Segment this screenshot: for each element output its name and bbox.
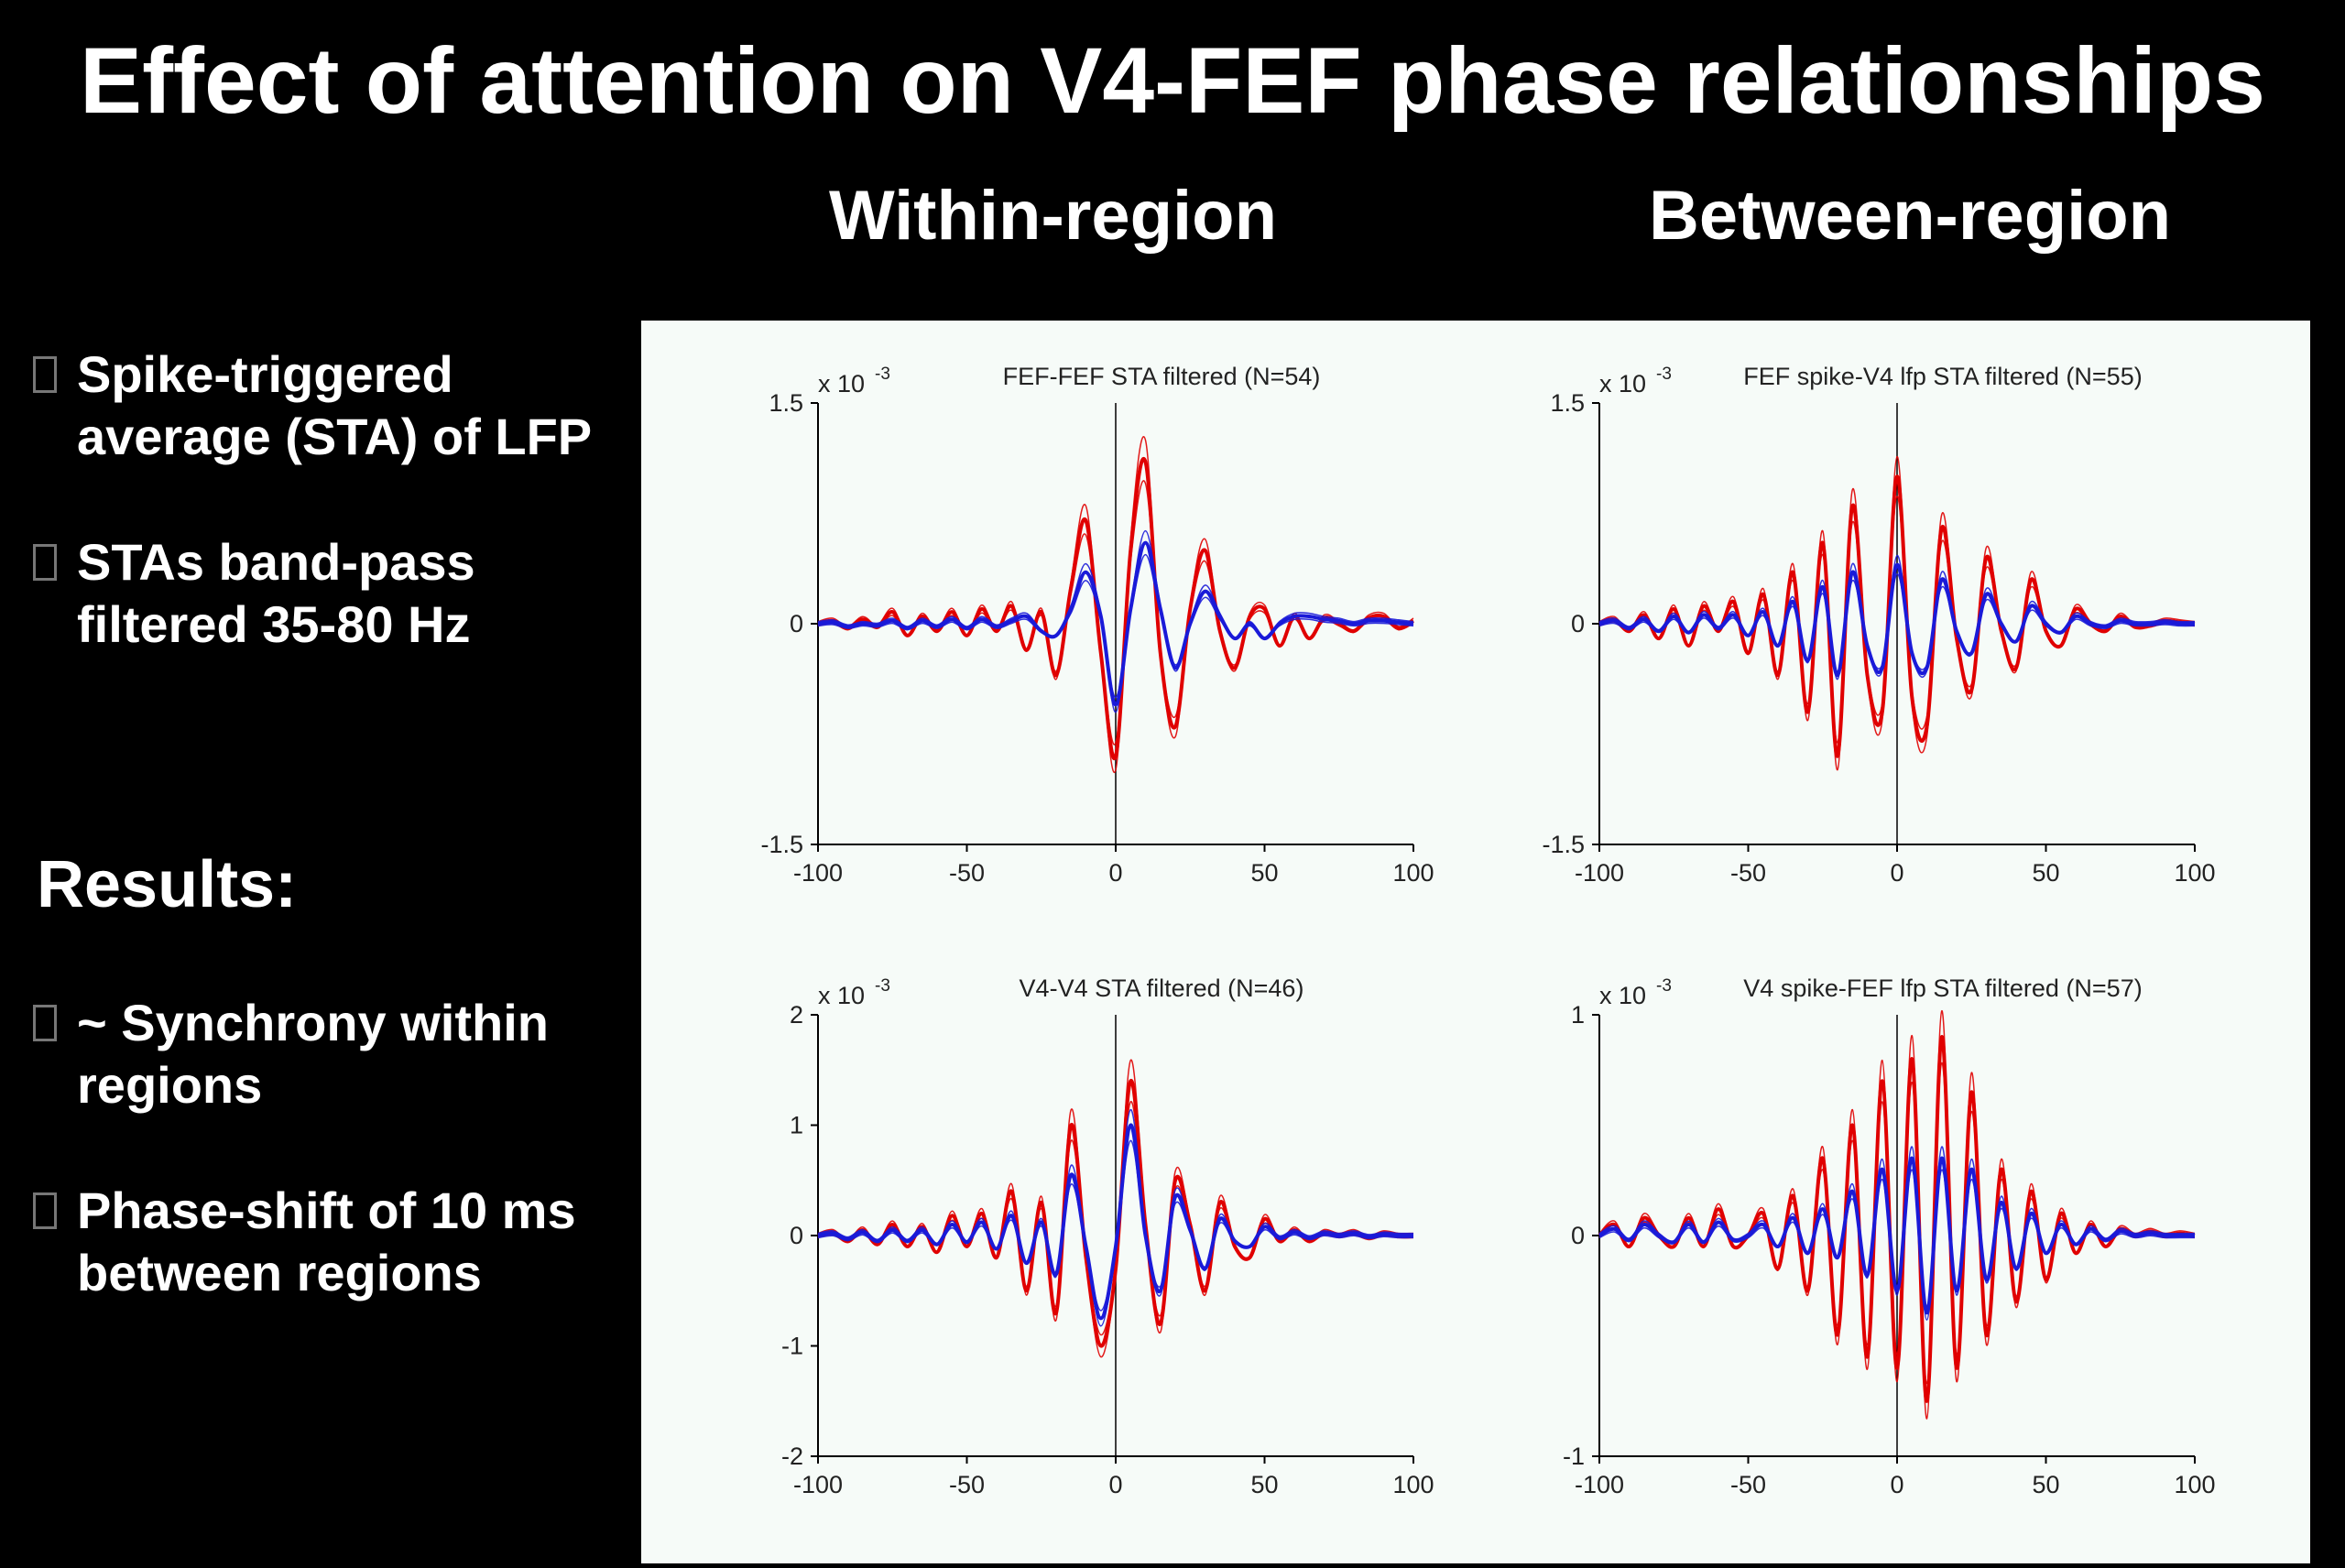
series-blue-mean bbox=[1598, 562, 2196, 678]
x-tick-label: 100 bbox=[1392, 859, 1434, 887]
bullet-synchrony: ~ Synchrony within regions bbox=[33, 992, 549, 1116]
x-tick-label: 0 bbox=[1890, 859, 1903, 887]
y-tick-label: -1.5 bbox=[1542, 831, 1585, 858]
bullet-line: regions bbox=[77, 1056, 263, 1114]
x-tick-label: -50 bbox=[1730, 859, 1766, 887]
column-heading-between: Between-region bbox=[1649, 177, 2172, 255]
x-tick-label: 100 bbox=[2174, 1471, 2215, 1498]
x-tick-label: -50 bbox=[1730, 1471, 1766, 1498]
bullet-line: ~ Synchrony within bbox=[77, 994, 549, 1051]
y-tick-label: 1 bbox=[1571, 1001, 1585, 1029]
x-tick-label: 50 bbox=[1250, 859, 1278, 887]
x-tick-label: 100 bbox=[2174, 859, 2215, 887]
bullet-box-icon bbox=[33, 356, 57, 393]
scale-factor-exponent: -3 bbox=[875, 365, 890, 384]
scale-factor-exponent: -3 bbox=[1656, 365, 1672, 384]
y-tick-label: 0 bbox=[1571, 610, 1585, 637]
bullet-bandpass: STAs band-pass filtered 35-80 Hz bbox=[33, 531, 475, 656]
series-blue-mean bbox=[817, 1123, 1414, 1321]
x-tick-label: 100 bbox=[1392, 1471, 1434, 1498]
y-tick-label: 1.5 bbox=[1550, 389, 1585, 417]
bullet-box-icon bbox=[33, 1192, 57, 1229]
bullet-line: filtered 35-80 Hz bbox=[77, 595, 471, 653]
plot-title: V4 spike-FEF lfp STA filtered (N=57) bbox=[1743, 975, 2142, 1002]
series-blue-mean bbox=[1598, 1156, 2195, 1315]
scale-factor-exponent: -3 bbox=[1656, 976, 1672, 996]
plot-title: FEF spike-V4 lfp STA filtered (N=55) bbox=[1743, 363, 2142, 390]
scale-factor-label: x 10 bbox=[1599, 982, 1646, 1009]
plot-title: V4-V4 STA filtered (N=46) bbox=[1020, 975, 1304, 1002]
x-tick-label: -100 bbox=[793, 1471, 843, 1498]
scale-factor-label: x 10 bbox=[1599, 370, 1646, 397]
sta-plot-2: FEF spike-V4 lfp STA filtered (N=55) x 10… bbox=[1542, 363, 2215, 887]
y-tick-label: -1.5 bbox=[760, 831, 803, 858]
y-tick-label: -1 bbox=[1563, 1443, 1585, 1470]
y-tick-label: -2 bbox=[781, 1443, 803, 1470]
sta-figure: FEF-FEF STA filtered (N=54)x 10 -3-100 -50… bbox=[760, 363, 2216, 1498]
bullet-line: STAs band-pass bbox=[77, 533, 475, 591]
y-tick-label: 2 bbox=[790, 1001, 803, 1029]
sta-plot-1: FEF-FEF STA filtered (N=54) x 10 -3 -100 -50… bbox=[760, 363, 1434, 887]
sta-plot-4: V4 spike-FEF lfp STA filtered (N=57) x 10… bbox=[1563, 975, 2216, 1498]
x-tick-label: 0 bbox=[1890, 1471, 1903, 1498]
bullet-box-icon bbox=[33, 544, 57, 581]
figure-panel: FEF-FEF STA filtered (N=54) x 10 -3 -100 -50… bbox=[641, 321, 2310, 1563]
bullet-box-icon bbox=[33, 1005, 57, 1041]
x-tick-label: -50 bbox=[949, 859, 985, 887]
plot-title: FEF-FEF STA filtered (N=54) bbox=[1003, 363, 1321, 390]
x-tick-label: 50 bbox=[2032, 859, 2059, 887]
x-tick-label: 0 bbox=[1108, 1471, 1122, 1498]
y-tick-label: 1 bbox=[790, 1112, 803, 1139]
x-tick-label: 0 bbox=[1108, 859, 1122, 887]
x-tick-label: 50 bbox=[2032, 1471, 2059, 1498]
bullet-sta: Spike-triggered average (STA) of LFP bbox=[33, 343, 592, 468]
x-tick-label: -50 bbox=[949, 1471, 985, 1498]
y-tick-label: 0 bbox=[790, 1222, 803, 1249]
bullet-line: Phase-shift of 10 ms bbox=[77, 1181, 576, 1239]
scale-factor-label: x 10 bbox=[818, 370, 865, 397]
scale-factor-exponent: -3 bbox=[875, 976, 890, 996]
series-blue-bound bbox=[817, 553, 1414, 698]
results-heading: Results: bbox=[37, 848, 298, 921]
bullet-line: average (STA) of LFP bbox=[77, 408, 593, 465]
scale-factor-label: x 10 bbox=[818, 982, 865, 1009]
bullet-line: between regions bbox=[77, 1244, 482, 1301]
sta-plot-3: V4-V4 STA filtered (N=46) x 10 -3 -100 -50 0 5… bbox=[781, 975, 1434, 1498]
y-tick-label: 1.5 bbox=[769, 389, 803, 417]
slide-title: Effect of attention on V4-FEF phase rela… bbox=[80, 28, 2265, 133]
series-red-mean bbox=[1598, 1035, 2196, 1403]
bullet-phase-shift: Phase-shift of 10 ms between regions bbox=[33, 1180, 576, 1304]
x-tick-label: -100 bbox=[1575, 1471, 1624, 1498]
column-heading-within: Within-region bbox=[829, 177, 1277, 255]
x-tick-label: -100 bbox=[1575, 859, 1624, 887]
bullet-line: Spike-triggered bbox=[77, 345, 453, 403]
y-tick-label: 0 bbox=[1571, 1222, 1585, 1249]
y-tick-label: 0 bbox=[790, 610, 803, 637]
x-tick-label: -100 bbox=[793, 859, 843, 887]
series-blue-mean bbox=[817, 540, 1414, 707]
y-tick-label: -1 bbox=[781, 1333, 803, 1360]
x-tick-label: 50 bbox=[1250, 1471, 1278, 1498]
